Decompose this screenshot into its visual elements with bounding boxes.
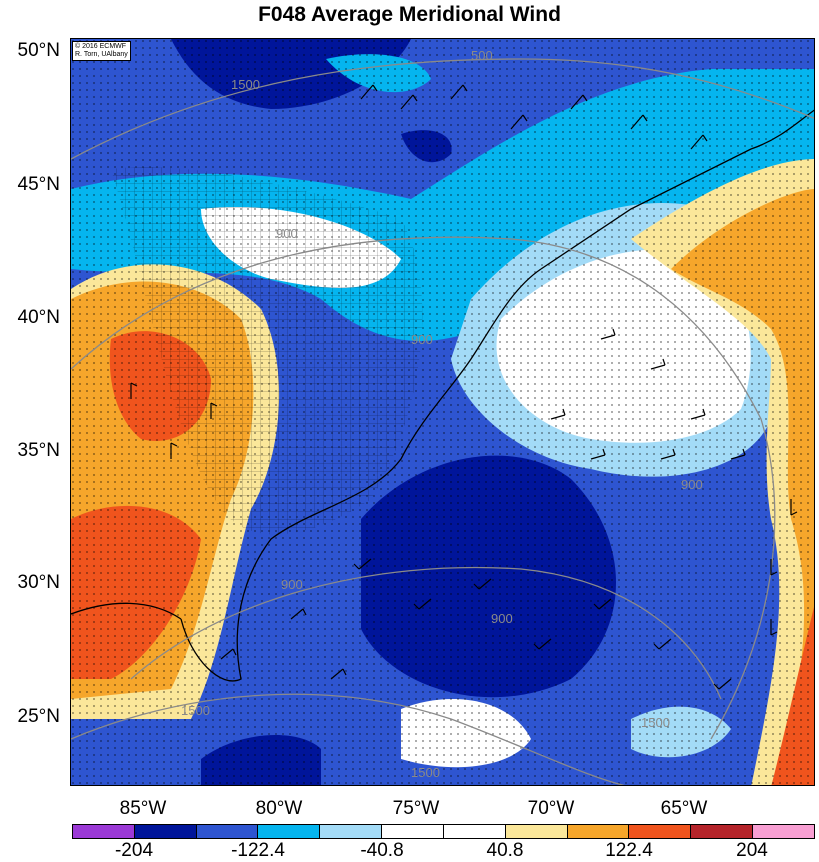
colorbar-segment: [505, 825, 568, 838]
lat-label: 35°N: [17, 440, 60, 461]
lon-label: 75°W: [392, 798, 440, 819]
lat-label: 40°N: [17, 307, 60, 328]
lon-label: 85°W: [119, 798, 167, 819]
colorbar-segment: [691, 825, 754, 838]
contour-label: 900: [411, 332, 433, 347]
colorbar-segment: [753, 825, 814, 838]
contour-label: 1500: [231, 77, 260, 92]
coastline: [71, 109, 814, 682]
colorbar-label: -122.4: [231, 840, 285, 861]
credit-line-2: R. Torn, UAlbany: [75, 51, 128, 58]
colorbar-segment: [73, 825, 135, 838]
colorbar-label: -40.8: [360, 840, 404, 861]
colorbar-segment: [134, 825, 197, 838]
contour-label: 900: [276, 226, 298, 241]
credit-box: © 2016 ECMWF R. Torn, UAlbany: [72, 41, 131, 61]
credit-line-1: © 2016 ECMWF: [75, 43, 127, 50]
colorbar-segment: [443, 825, 506, 838]
wind-barbs: [130, 84, 798, 690]
colorbar-segment: [629, 825, 692, 838]
lat-label: 50°N: [17, 40, 60, 61]
meridional-wind-map: 500 900 1500 900 900 900 1500 1500 1500 …: [71, 39, 814, 785]
colorbar-label: 122.4: [605, 840, 653, 861]
lat-label: 45°N: [17, 174, 60, 195]
colorbar: [72, 824, 815, 839]
map-panel: 500 900 1500 900 900 900 1500 1500 1500 …: [70, 38, 815, 786]
contour-label: 500: [471, 48, 493, 63]
lat-label: 25°N: [17, 706, 60, 727]
colorbar-label: -204: [114, 840, 154, 861]
contour-label: 1500: [411, 765, 440, 780]
lon-label: 80°W: [255, 798, 303, 819]
contour-label: 1500: [181, 703, 210, 718]
colorbar-segment: [320, 825, 383, 838]
contour-label: 1500: [641, 715, 670, 730]
colorbar-label: 40.8: [486, 840, 524, 861]
colorbar-segment: [258, 825, 321, 838]
lon-label: 70°W: [527, 798, 575, 819]
contour-label: 900: [281, 577, 303, 592]
colorbar-segment: [382, 825, 444, 838]
contour-label: 900: [681, 477, 703, 492]
contour-label: 900: [491, 611, 513, 626]
county-grid: [111, 167, 423, 535]
lon-label: 65°W: [660, 798, 708, 819]
colorbar-label: 204: [736, 840, 768, 861]
colorbar-segment: [196, 825, 259, 838]
map-title: F048 Average Meridional Wind: [258, 3, 561, 26]
colorbar-segment: [567, 825, 630, 838]
lat-label: 30°N: [17, 572, 60, 593]
